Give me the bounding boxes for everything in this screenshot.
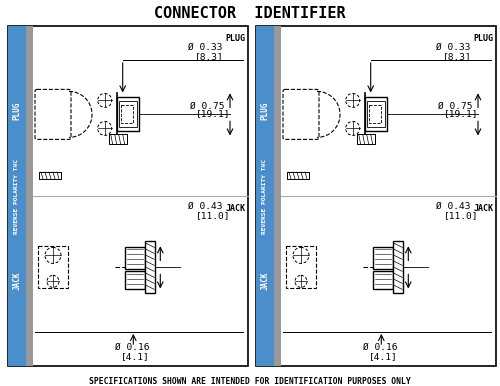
Text: [4.1]: [4.1] <box>370 352 398 361</box>
Text: [4.1]: [4.1] <box>122 352 150 361</box>
Bar <box>120 105 132 124</box>
Text: SPECIFICATIONS SHOWN ARE INTENDED FOR IDENTIFICATION PURPOSES ONLY: SPECIFICATIONS SHOWN ARE INTENDED FOR ID… <box>89 376 411 386</box>
Text: [19.1]: [19.1] <box>196 109 230 119</box>
Bar <box>374 271 394 290</box>
Text: PLUG: PLUG <box>12 102 22 120</box>
Text: [8.3]: [8.3] <box>195 52 224 61</box>
Bar <box>26 196 33 366</box>
Text: Ø 0.16: Ø 0.16 <box>116 343 150 352</box>
Text: Ø 0.75: Ø 0.75 <box>190 102 224 110</box>
Bar <box>8 26 248 366</box>
Text: JACK: JACK <box>12 272 22 290</box>
Bar <box>126 271 146 290</box>
Bar <box>256 26 496 366</box>
Bar <box>356 134 374 144</box>
Text: [11.0]: [11.0] <box>444 211 478 220</box>
Text: REVERSE POLARITY TNC: REVERSE POLARITY TNC <box>14 159 20 234</box>
Bar <box>368 105 380 124</box>
Text: Ø 0.43: Ø 0.43 <box>436 202 470 211</box>
Bar <box>8 26 26 196</box>
Bar <box>146 241 156 293</box>
Bar <box>118 102 136 127</box>
Bar <box>394 241 404 293</box>
Text: PLUG: PLUG <box>473 34 493 43</box>
Text: [8.3]: [8.3] <box>443 52 472 61</box>
Bar <box>366 102 384 127</box>
Text: Ø 0.33: Ø 0.33 <box>188 43 222 52</box>
Text: [19.1]: [19.1] <box>444 109 478 119</box>
FancyBboxPatch shape <box>35 90 71 139</box>
Text: [11.0]: [11.0] <box>196 211 230 220</box>
Text: PLUG: PLUG <box>225 34 245 43</box>
Text: CONNECTOR  IDENTIFIER: CONNECTOR IDENTIFIER <box>154 5 346 20</box>
Bar <box>274 26 281 196</box>
Bar <box>39 172 61 179</box>
Bar <box>8 196 26 366</box>
Bar <box>287 172 309 179</box>
Bar <box>116 97 138 131</box>
Text: Ø 0.33: Ø 0.33 <box>436 43 470 52</box>
Bar <box>38 246 68 288</box>
Bar <box>256 26 274 196</box>
Text: Ø 0.75: Ø 0.75 <box>438 102 472 110</box>
Text: Ø 0.16: Ø 0.16 <box>364 343 398 352</box>
Bar <box>256 196 274 366</box>
Text: Ø 0.43: Ø 0.43 <box>188 202 222 211</box>
Text: PLUG: PLUG <box>260 102 270 120</box>
Text: REVERSE POLARITY TNC: REVERSE POLARITY TNC <box>262 159 268 234</box>
Text: JACK: JACK <box>473 204 493 213</box>
FancyBboxPatch shape <box>283 90 319 139</box>
Bar <box>374 247 394 269</box>
Bar <box>286 246 316 288</box>
Bar <box>364 97 386 131</box>
Bar <box>274 196 281 366</box>
Bar <box>26 26 33 196</box>
Bar <box>108 134 126 144</box>
Bar <box>126 247 146 269</box>
Text: JACK: JACK <box>260 272 270 290</box>
Text: JACK: JACK <box>225 204 245 213</box>
